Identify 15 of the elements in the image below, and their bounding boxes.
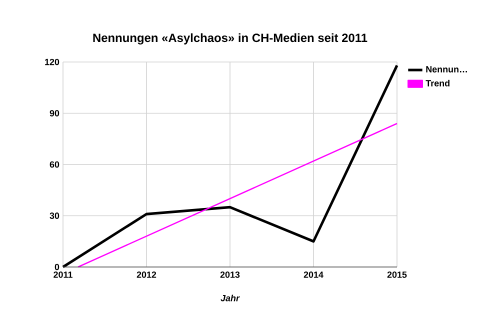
x-tick-label: 2013 [220,272,240,278]
y-tick-label: 120 [45,58,60,66]
x-axis-title: Jahr [220,294,240,302]
y-tick-label: 30 [50,212,60,219]
line-series [62,64,398,268]
x-tick-label: 2012 [136,272,156,278]
legend-label: Nennun… [426,66,467,72]
y-tick-label: 90 [50,110,60,116]
x-tick-label: 2014 [304,272,324,278]
y-tick-label: 60 [50,161,60,168]
chart-title: Nennungen «Asylchaos» in CH-Medien seit 2011 [93,33,368,44]
y-tick-label: 0 [54,264,60,270]
legend-label: Trend [426,80,450,86]
x-tick-label: 2011 [54,272,72,278]
x-tick-label: 2015 [387,272,407,278]
